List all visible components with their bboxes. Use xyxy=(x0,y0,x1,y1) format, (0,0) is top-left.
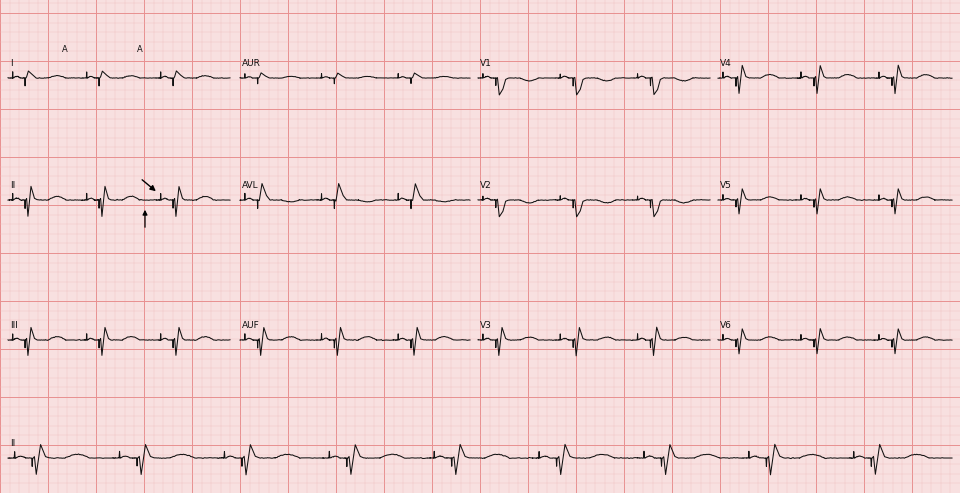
Text: II: II xyxy=(10,181,15,190)
Text: II: II xyxy=(10,439,15,448)
Text: V2: V2 xyxy=(480,181,492,190)
Text: V3: V3 xyxy=(480,321,492,330)
Text: A: A xyxy=(137,45,143,54)
Text: I: I xyxy=(10,59,12,68)
Text: V5: V5 xyxy=(720,181,732,190)
Text: AUF: AUF xyxy=(242,321,260,330)
Text: V6: V6 xyxy=(720,321,732,330)
Text: AUR: AUR xyxy=(242,59,261,68)
Text: V1: V1 xyxy=(480,59,492,68)
Text: V4: V4 xyxy=(720,59,732,68)
Text: AVL: AVL xyxy=(242,181,258,190)
Text: III: III xyxy=(10,321,18,330)
Text: A: A xyxy=(62,45,68,54)
